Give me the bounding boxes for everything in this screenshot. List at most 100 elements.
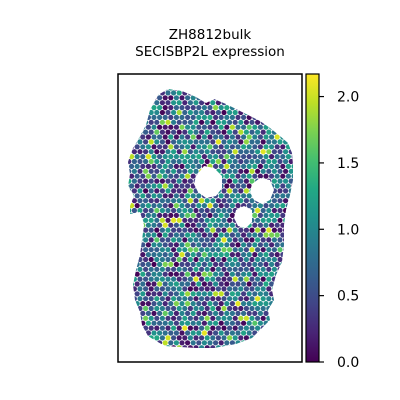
- spot: [137, 207, 143, 214]
- spot: [187, 119, 193, 125]
- spot: [168, 114, 174, 120]
- spot: [210, 266, 216, 272]
- spot: [252, 124, 258, 130]
- spot: [173, 134, 179, 140]
- spot: [199, 139, 205, 145]
- spot: [260, 276, 266, 282]
- spot: [199, 256, 205, 263]
- spot: [137, 149, 143, 155]
- spot: [260, 227, 266, 233]
- spot: [204, 129, 210, 135]
- spot: [182, 217, 188, 223]
- spot: [157, 144, 163, 150]
- spot: [210, 119, 216, 125]
- spot: [249, 198, 255, 204]
- spot: [193, 315, 199, 321]
- spot: [218, 310, 224, 316]
- spot: [157, 193, 163, 199]
- spot: [168, 242, 174, 248]
- spot: [143, 168, 149, 174]
- spot: [227, 207, 233, 214]
- spot: [243, 227, 249, 233]
- spot: [269, 203, 275, 209]
- spot: [277, 178, 283, 184]
- spot: [162, 330, 168, 336]
- spot: [157, 271, 163, 277]
- spot: [224, 212, 230, 218]
- spot: [235, 144, 241, 150]
- spot: [229, 203, 235, 209]
- spot: [232, 188, 238, 194]
- spot: [291, 173, 293, 179]
- spot: [168, 173, 174, 179]
- spot: [199, 217, 205, 223]
- spot: [246, 163, 252, 169]
- spot: [145, 252, 151, 258]
- spot: [241, 163, 247, 169]
- spot: [224, 261, 230, 267]
- spot: [185, 203, 191, 209]
- spot: [182, 129, 188, 135]
- spot: [151, 261, 157, 267]
- spot: [151, 232, 157, 238]
- spot: [243, 188, 249, 194]
- spot: [274, 222, 280, 228]
- spot: [148, 198, 154, 204]
- spot: [224, 301, 230, 307]
- spot: [176, 247, 182, 253]
- spot: [145, 212, 151, 218]
- spot: [201, 252, 207, 258]
- spot: [140, 173, 146, 179]
- spot: [179, 271, 185, 277]
- spot: [185, 124, 191, 130]
- spot: [271, 217, 277, 223]
- spot: [263, 144, 269, 150]
- spot: [277, 188, 283, 194]
- spot: [249, 178, 255, 184]
- spot: [266, 139, 272, 145]
- spot: [140, 281, 146, 287]
- spot: [246, 310, 252, 316]
- spot: [277, 168, 283, 174]
- spot: [176, 296, 182, 302]
- spot: [274, 242, 280, 248]
- spot: [235, 232, 241, 238]
- spot: [137, 266, 143, 272]
- spot: [162, 271, 168, 277]
- spot: [182, 139, 188, 145]
- spot: [129, 163, 135, 169]
- spot: [140, 154, 146, 160]
- spot: [246, 252, 252, 258]
- spot: [162, 310, 168, 316]
- spot: [182, 119, 188, 125]
- spot: [196, 310, 202, 316]
- spot: [249, 315, 255, 321]
- spot: [173, 242, 179, 248]
- spot: [128, 158, 132, 165]
- spot: [171, 217, 177, 223]
- colorbar-tick-label: 0.5: [337, 289, 359, 305]
- spot: [213, 320, 219, 326]
- tissue-hole: [234, 206, 252, 228]
- spot: [249, 227, 255, 233]
- spot: [285, 173, 291, 179]
- spot: [274, 144, 280, 150]
- spot: [173, 212, 179, 218]
- spot: [159, 276, 165, 282]
- spot: [171, 188, 177, 194]
- spot: [255, 237, 261, 243]
- spot: [157, 222, 163, 228]
- spot: [185, 291, 191, 297]
- spot: [145, 291, 151, 297]
- spot: [227, 158, 233, 165]
- spot: [277, 247, 283, 253]
- spot: [168, 163, 174, 169]
- spot: [176, 158, 182, 165]
- spot: [171, 149, 177, 155]
- spot: [235, 134, 241, 140]
- spot: [213, 340, 219, 346]
- spot: [263, 252, 269, 258]
- spot: [162, 261, 168, 267]
- spot: [190, 144, 196, 150]
- spot: [255, 276, 261, 282]
